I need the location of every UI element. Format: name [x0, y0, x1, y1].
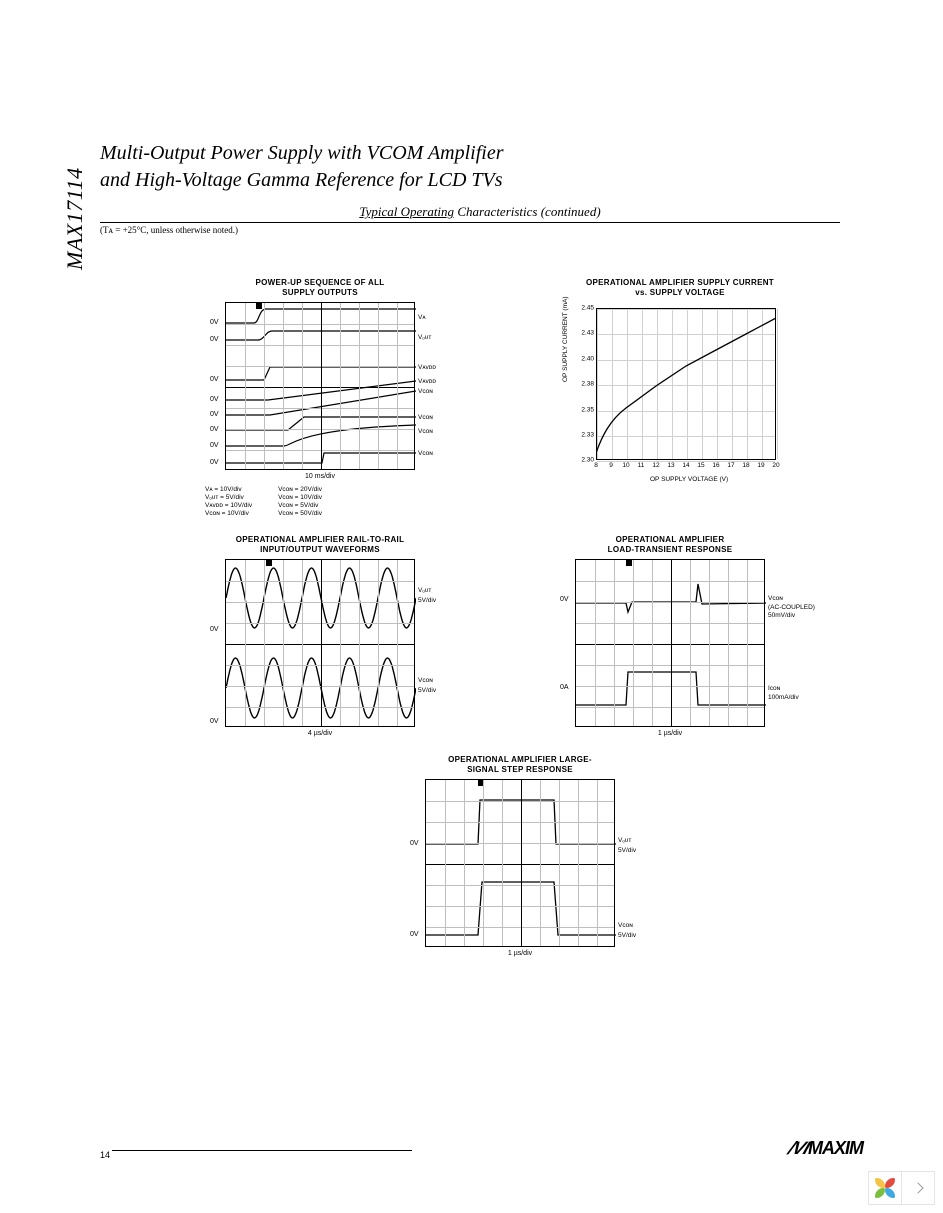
next-page-button[interactable]: [901, 1171, 935, 1205]
chart4-title: OPERATIONAL AMPLIFIERLOAD-TRANSIENT RESP…: [540, 535, 800, 555]
viewer-app-icon[interactable]: [868, 1171, 902, 1205]
chart5-xcap: 1 µs/div: [390, 950, 650, 957]
maxim-logo: /VIMAXIM: [789, 1138, 863, 1159]
title-line1: Multi-Output Power Supply with VCOM Ampl…: [100, 142, 504, 164]
chart3-xcap: 4 µs/div: [190, 730, 450, 737]
chart1-legend: Vᴀ = 10V/divVₒᴜᴛ = 5V/divVᴀᴠᴅᴅ = 10V/div…: [205, 486, 435, 517]
part-number-vertical: MAX17114: [62, 167, 88, 270]
header-rule: [100, 222, 840, 223]
chart1-title: POWER-UP SEQUENCE OF ALLSUPPLY OUTPUTS: [190, 278, 450, 298]
pinwheel-icon: [875, 1178, 895, 1198]
chart-opamp-supply-current: OPERATIONAL AMPLIFIER SUPPLY CURRENTvs. …: [540, 278, 820, 517]
temperature-note: (Tᴀ = +25°C, unless otherwise noted.): [100, 225, 860, 235]
page-number: 14: [100, 1150, 110, 1160]
chart4-xcap: 1 µs/div: [540, 730, 800, 737]
chart-powerup-sequence: POWER-UP SEQUENCE OF ALLSUPPLY OUTPUTS 0…: [190, 278, 450, 517]
chart-load-transient: OPERATIONAL AMPLIFIERLOAD-TRANSIENT RESP…: [540, 535, 800, 737]
chart1-xcap: 10 ms/div: [190, 473, 450, 480]
chart2-ylabel: OP SUPPLY CURRENT (mA): [562, 297, 569, 382]
chart3-title: OPERATIONAL AMPLIFIER RAIL-TO-RAILINPUT/…: [190, 535, 450, 555]
chart-rail-to-rail-waveforms: OPERATIONAL AMPLIFIER RAIL-TO-RAILINPUT/…: [190, 535, 450, 737]
subtitle-italic: Typical Operating: [359, 204, 454, 219]
chart2-title: OPERATIONAL AMPLIFIER SUPPLY CURRENTvs. …: [540, 278, 820, 298]
chevron-right-icon: [912, 1182, 923, 1193]
subtitle-rest: Characteristics (continued): [454, 204, 601, 219]
chart2-xlabel: OP SUPPLY VOLTAGE (V): [650, 476, 728, 483]
footer-rule: [112, 1150, 412, 1151]
chart-large-signal-step: OPERATIONAL AMPLIFIER LARGE-SIGNAL STEP …: [390, 755, 650, 957]
chart5-title: OPERATIONAL AMPLIFIER LARGE-SIGNAL STEP …: [390, 755, 650, 775]
chart2-trace: [596, 308, 776, 460]
title-line2: and High-Voltage Gamma Reference for LCD…: [100, 169, 503, 191]
